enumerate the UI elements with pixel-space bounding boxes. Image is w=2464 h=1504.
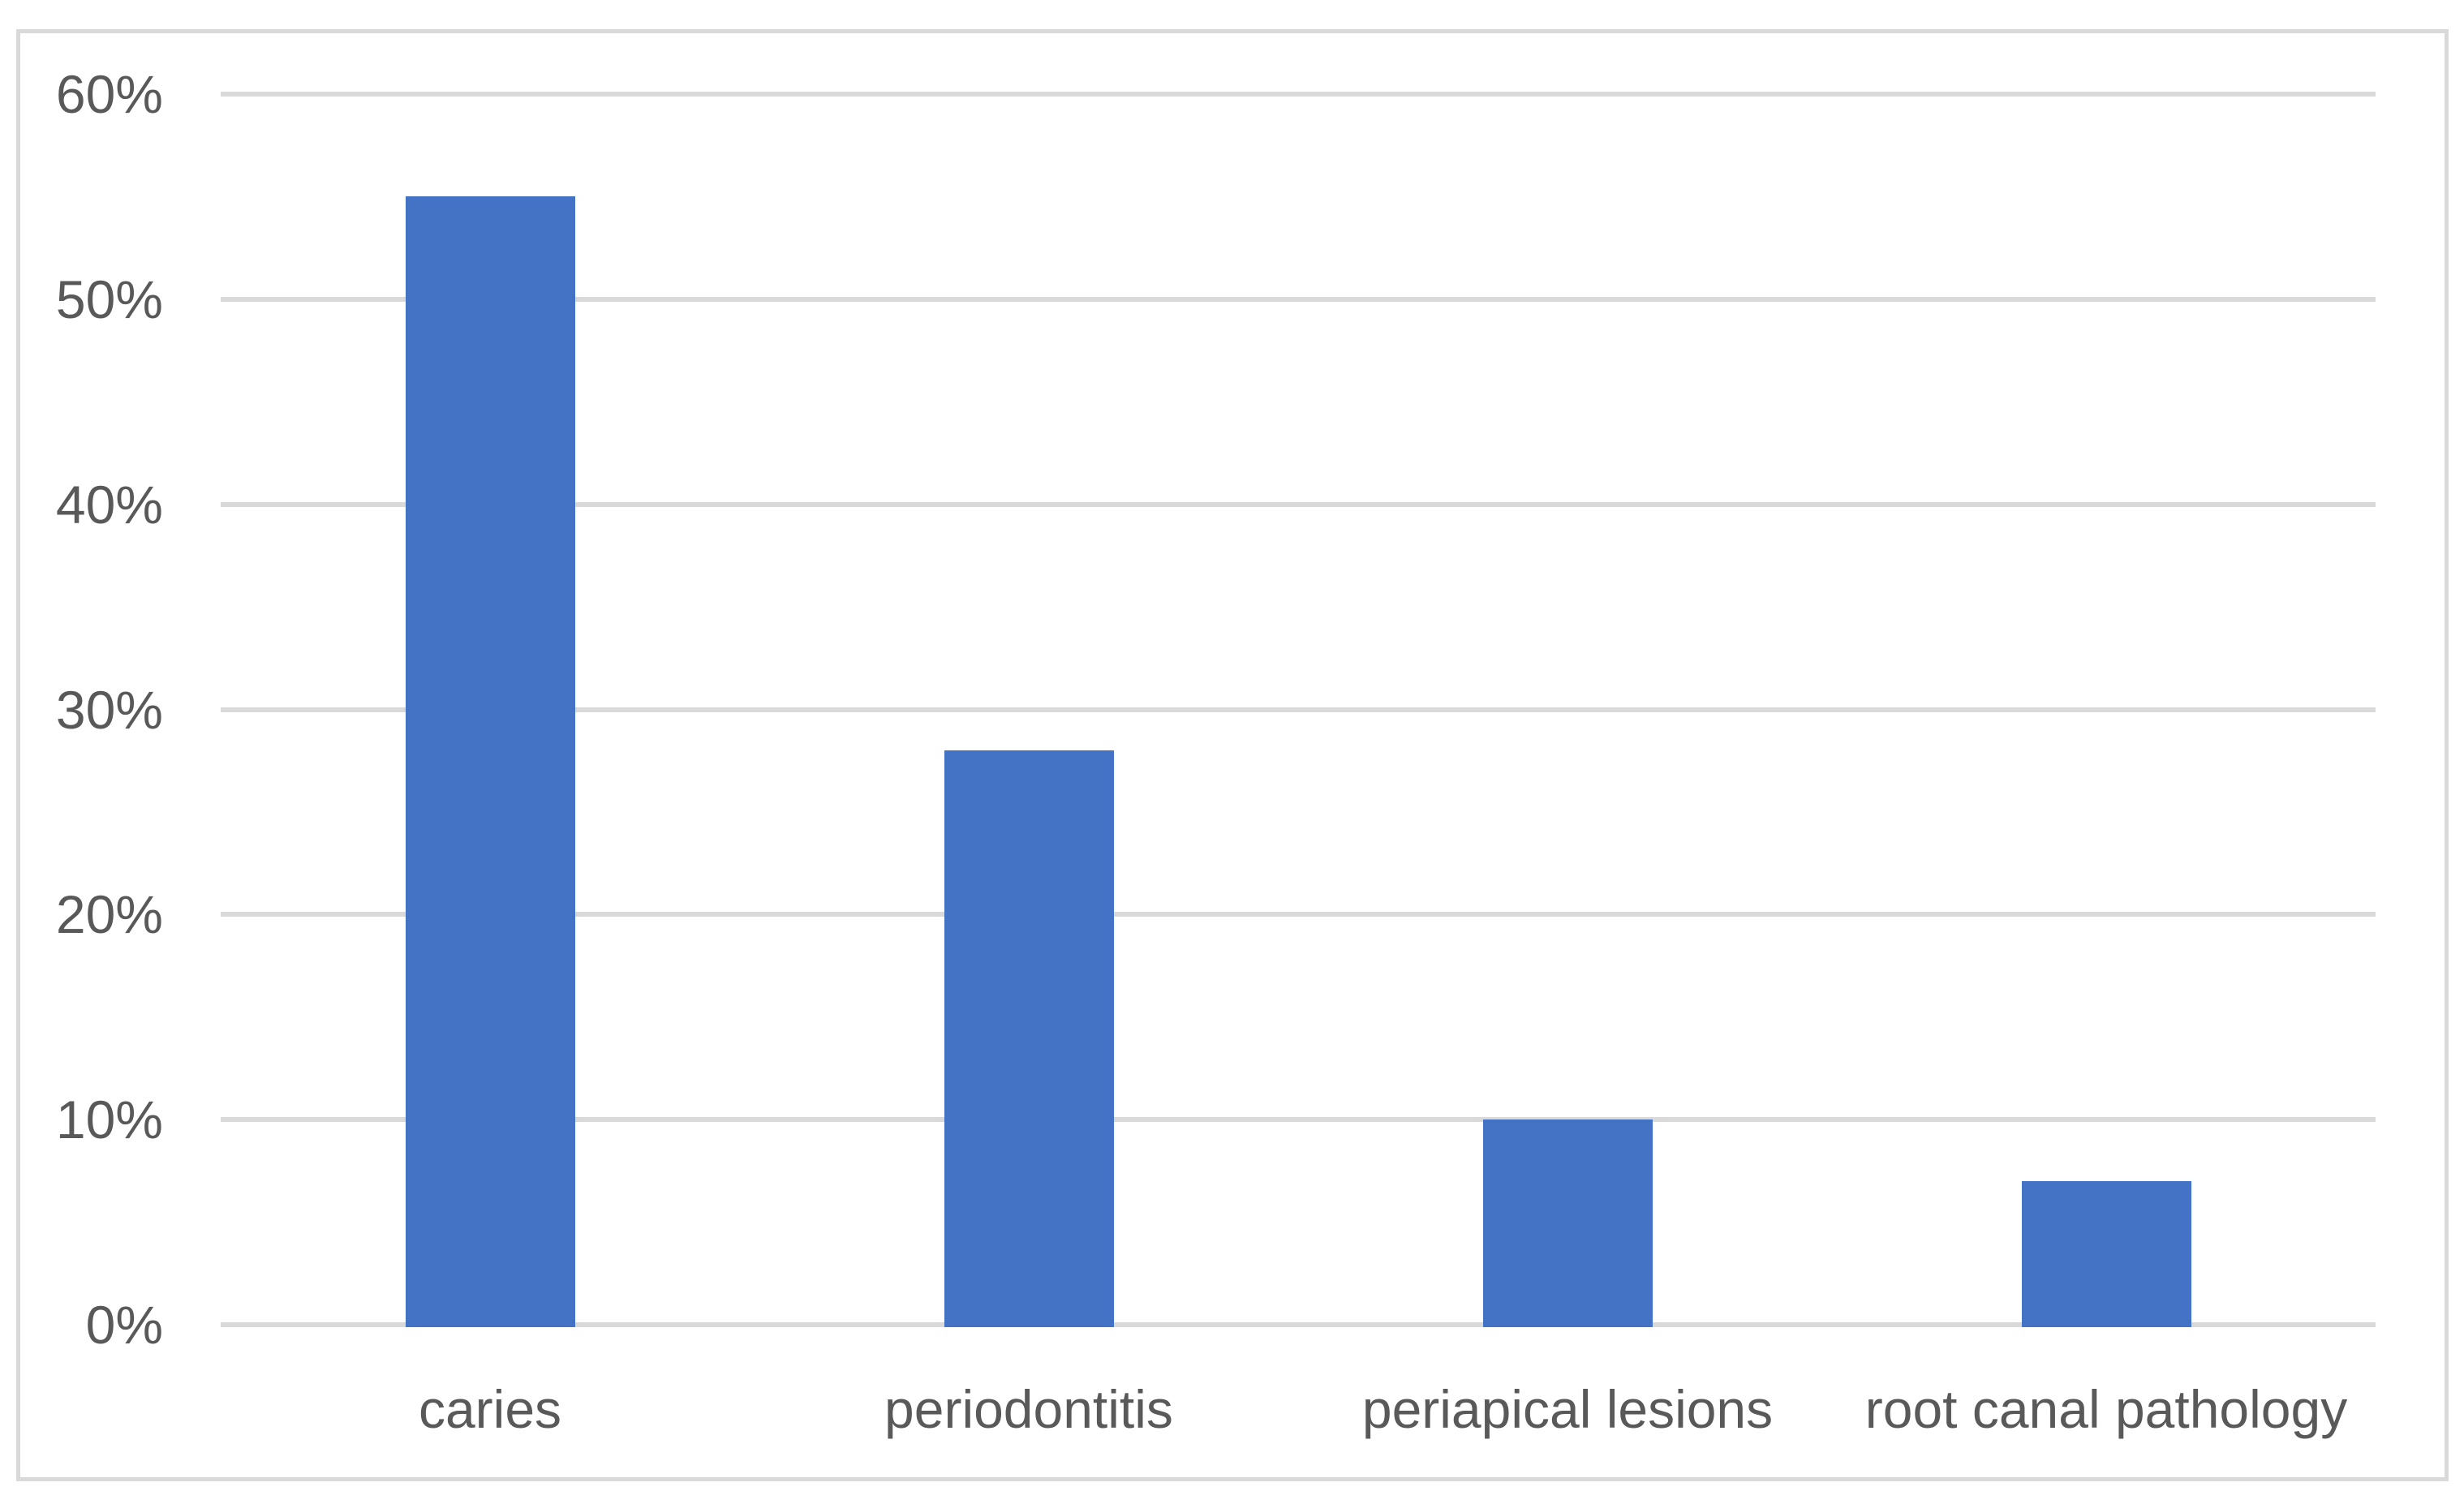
gridline-40pct: [221, 501, 2376, 507]
x-axis-category-label: periapical lesions: [1361, 1379, 1774, 1439]
y-axis-tick-label: 60%: [55, 64, 163, 124]
gridline-30pct: [221, 707, 2376, 712]
gridline-60pct: [221, 92, 2376, 97]
y-axis-tick-label: 50%: [55, 269, 163, 329]
gridline-10pct: [221, 1117, 2376, 1123]
y-axis-tick-label: 10%: [55, 1089, 163, 1150]
y-axis-tick-label: 30%: [55, 679, 163, 740]
y-axis-tick-label: 40%: [55, 474, 163, 535]
bar-root-canal-pathology: [2021, 1181, 2191, 1327]
x-axis-category-label: periodontitis: [884, 1379, 1173, 1439]
y-axis-tick-label: 0%: [85, 1295, 163, 1355]
y-axis-tick-label: 20%: [55, 884, 163, 945]
gridline-0pct: [221, 1322, 2376, 1327]
x-axis-category-label: caries: [418, 1379, 562, 1439]
gridline-50pct: [221, 296, 2376, 302]
bar-periapical-lesions: [1482, 1119, 1653, 1327]
bar-caries: [405, 196, 575, 1327]
bar-periodontitis: [944, 750, 1114, 1327]
gridline-20pct: [221, 912, 2376, 917]
x-axis-category-label: root canal pathology: [1864, 1379, 2348, 1439]
